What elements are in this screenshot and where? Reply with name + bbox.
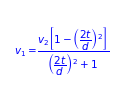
Text: $v_1 = \dfrac{v_2\left[1-\left(\dfrac{2t}{d}\right)^2\right]}{\left(\dfrac{2t}{d: $v_1 = \dfrac{v_2\left[1-\left(\dfrac{2t… <box>15 25 109 78</box>
